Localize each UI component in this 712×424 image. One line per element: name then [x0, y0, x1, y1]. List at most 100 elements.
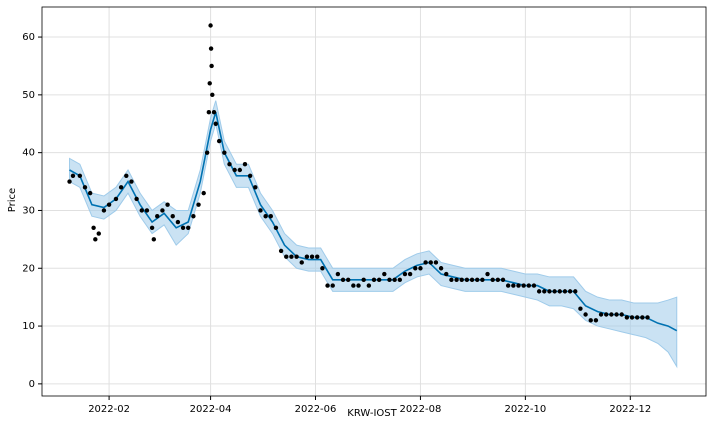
data-point	[247, 173, 253, 178]
data-point	[124, 173, 129, 178]
data-point	[423, 260, 428, 265]
data-point	[552, 289, 557, 294]
data-point	[444, 271, 449, 277]
data-point	[149, 225, 155, 230]
data-point	[418, 266, 423, 271]
data-point	[139, 208, 144, 213]
data-point	[211, 109, 217, 115]
data-point	[209, 63, 214, 69]
data-point	[93, 237, 98, 242]
data-point	[191, 214, 196, 219]
data-point	[263, 214, 268, 219]
data-point	[320, 266, 325, 271]
data-point	[407, 271, 413, 277]
data-point	[289, 254, 294, 259]
data-point	[454, 277, 459, 283]
data-point	[208, 23, 213, 28]
data-point	[361, 277, 366, 283]
data-point	[433, 260, 439, 265]
data-point	[91, 225, 96, 230]
data-point	[619, 312, 624, 317]
data-point	[315, 254, 320, 259]
data-point	[284, 254, 289, 259]
data-point	[531, 283, 537, 288]
data-point	[278, 248, 284, 254]
data-point	[210, 92, 215, 98]
data-point	[325, 283, 330, 288]
y-tick-label: 10	[22, 321, 35, 332]
data-point	[129, 179, 134, 184]
data-point	[113, 196, 119, 202]
x-tick-label: 2022-02	[88, 404, 130, 415]
data-point	[118, 185, 124, 190]
data-point	[645, 315, 650, 320]
data-point	[180, 225, 186, 230]
y-tick-label: 40	[22, 148, 35, 159]
data-point	[536, 289, 542, 294]
data-point	[67, 179, 72, 184]
y-tick-label: 20	[22, 263, 35, 274]
data-point	[573, 289, 578, 294]
data-point	[526, 283, 532, 288]
data-point	[155, 214, 160, 219]
data-point	[634, 315, 640, 320]
data-point	[614, 312, 619, 317]
data-point	[557, 289, 562, 294]
forecast-line	[69, 111, 678, 332]
data-point	[624, 315, 630, 320]
data-point	[70, 173, 76, 178]
data-point	[160, 208, 165, 213]
data-point	[201, 190, 206, 196]
data-point	[366, 283, 372, 288]
x-tick-label: 2022-12	[609, 404, 651, 415]
data-point	[376, 277, 382, 283]
data-point	[397, 277, 403, 283]
data-point	[253, 185, 258, 190]
y-tick-label: 0	[29, 379, 35, 390]
data-point	[583, 312, 588, 317]
data-point	[604, 312, 609, 317]
data-point	[382, 271, 387, 277]
data-point	[351, 283, 356, 288]
data-point	[371, 277, 377, 283]
data-point	[304, 254, 310, 259]
data-point	[77, 173, 83, 178]
data-point	[299, 260, 304, 265]
data-point	[335, 271, 341, 277]
data-point	[345, 277, 351, 283]
data-point	[542, 289, 547, 294]
data-point	[598, 312, 604, 317]
axes-layer: 0 10 20 30 40 50 60 2022-02 2022-04 2022-06 2022-0…	[22, 32, 651, 415]
data-point	[490, 277, 495, 283]
data-point	[294, 254, 299, 259]
y-tick-label: 50	[22, 90, 35, 101]
data-point	[309, 254, 315, 259]
data-point	[96, 231, 101, 236]
uncertainty-band	[69, 100, 678, 369]
data-point	[204, 150, 210, 155]
data-point	[232, 167, 237, 173]
data-point	[186, 225, 191, 230]
data-point	[82, 185, 88, 190]
data-point	[151, 237, 157, 242]
data-point	[206, 109, 212, 115]
data-point	[459, 277, 464, 283]
data-point	[449, 277, 454, 283]
data-point	[516, 283, 521, 288]
data-point	[609, 312, 614, 317]
data-point	[402, 271, 408, 277]
data-point	[495, 277, 501, 283]
y-tick-label: 30	[22, 205, 35, 216]
x-tick-label: 2022-10	[504, 404, 546, 415]
data-point	[273, 225, 279, 230]
data-point	[438, 266, 444, 271]
data-point	[500, 277, 506, 283]
data-point	[144, 208, 150, 213]
plot-frame	[41, 6, 707, 397]
data-point	[640, 315, 645, 320]
data-point	[268, 214, 273, 219]
data-point	[629, 315, 635, 320]
data-point	[175, 219, 181, 225]
